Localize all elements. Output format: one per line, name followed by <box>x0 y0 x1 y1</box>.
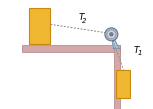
Bar <box>114 45 119 109</box>
Polygon shape <box>111 34 119 49</box>
Bar <box>116 70 131 98</box>
Text: T: T <box>134 46 139 55</box>
Circle shape <box>105 28 118 41</box>
Text: T: T <box>78 13 84 22</box>
Circle shape <box>107 30 116 39</box>
Bar <box>29 8 50 44</box>
Circle shape <box>110 33 113 36</box>
Bar <box>22 45 119 52</box>
Text: 2: 2 <box>82 18 86 24</box>
Text: 1: 1 <box>137 50 142 56</box>
